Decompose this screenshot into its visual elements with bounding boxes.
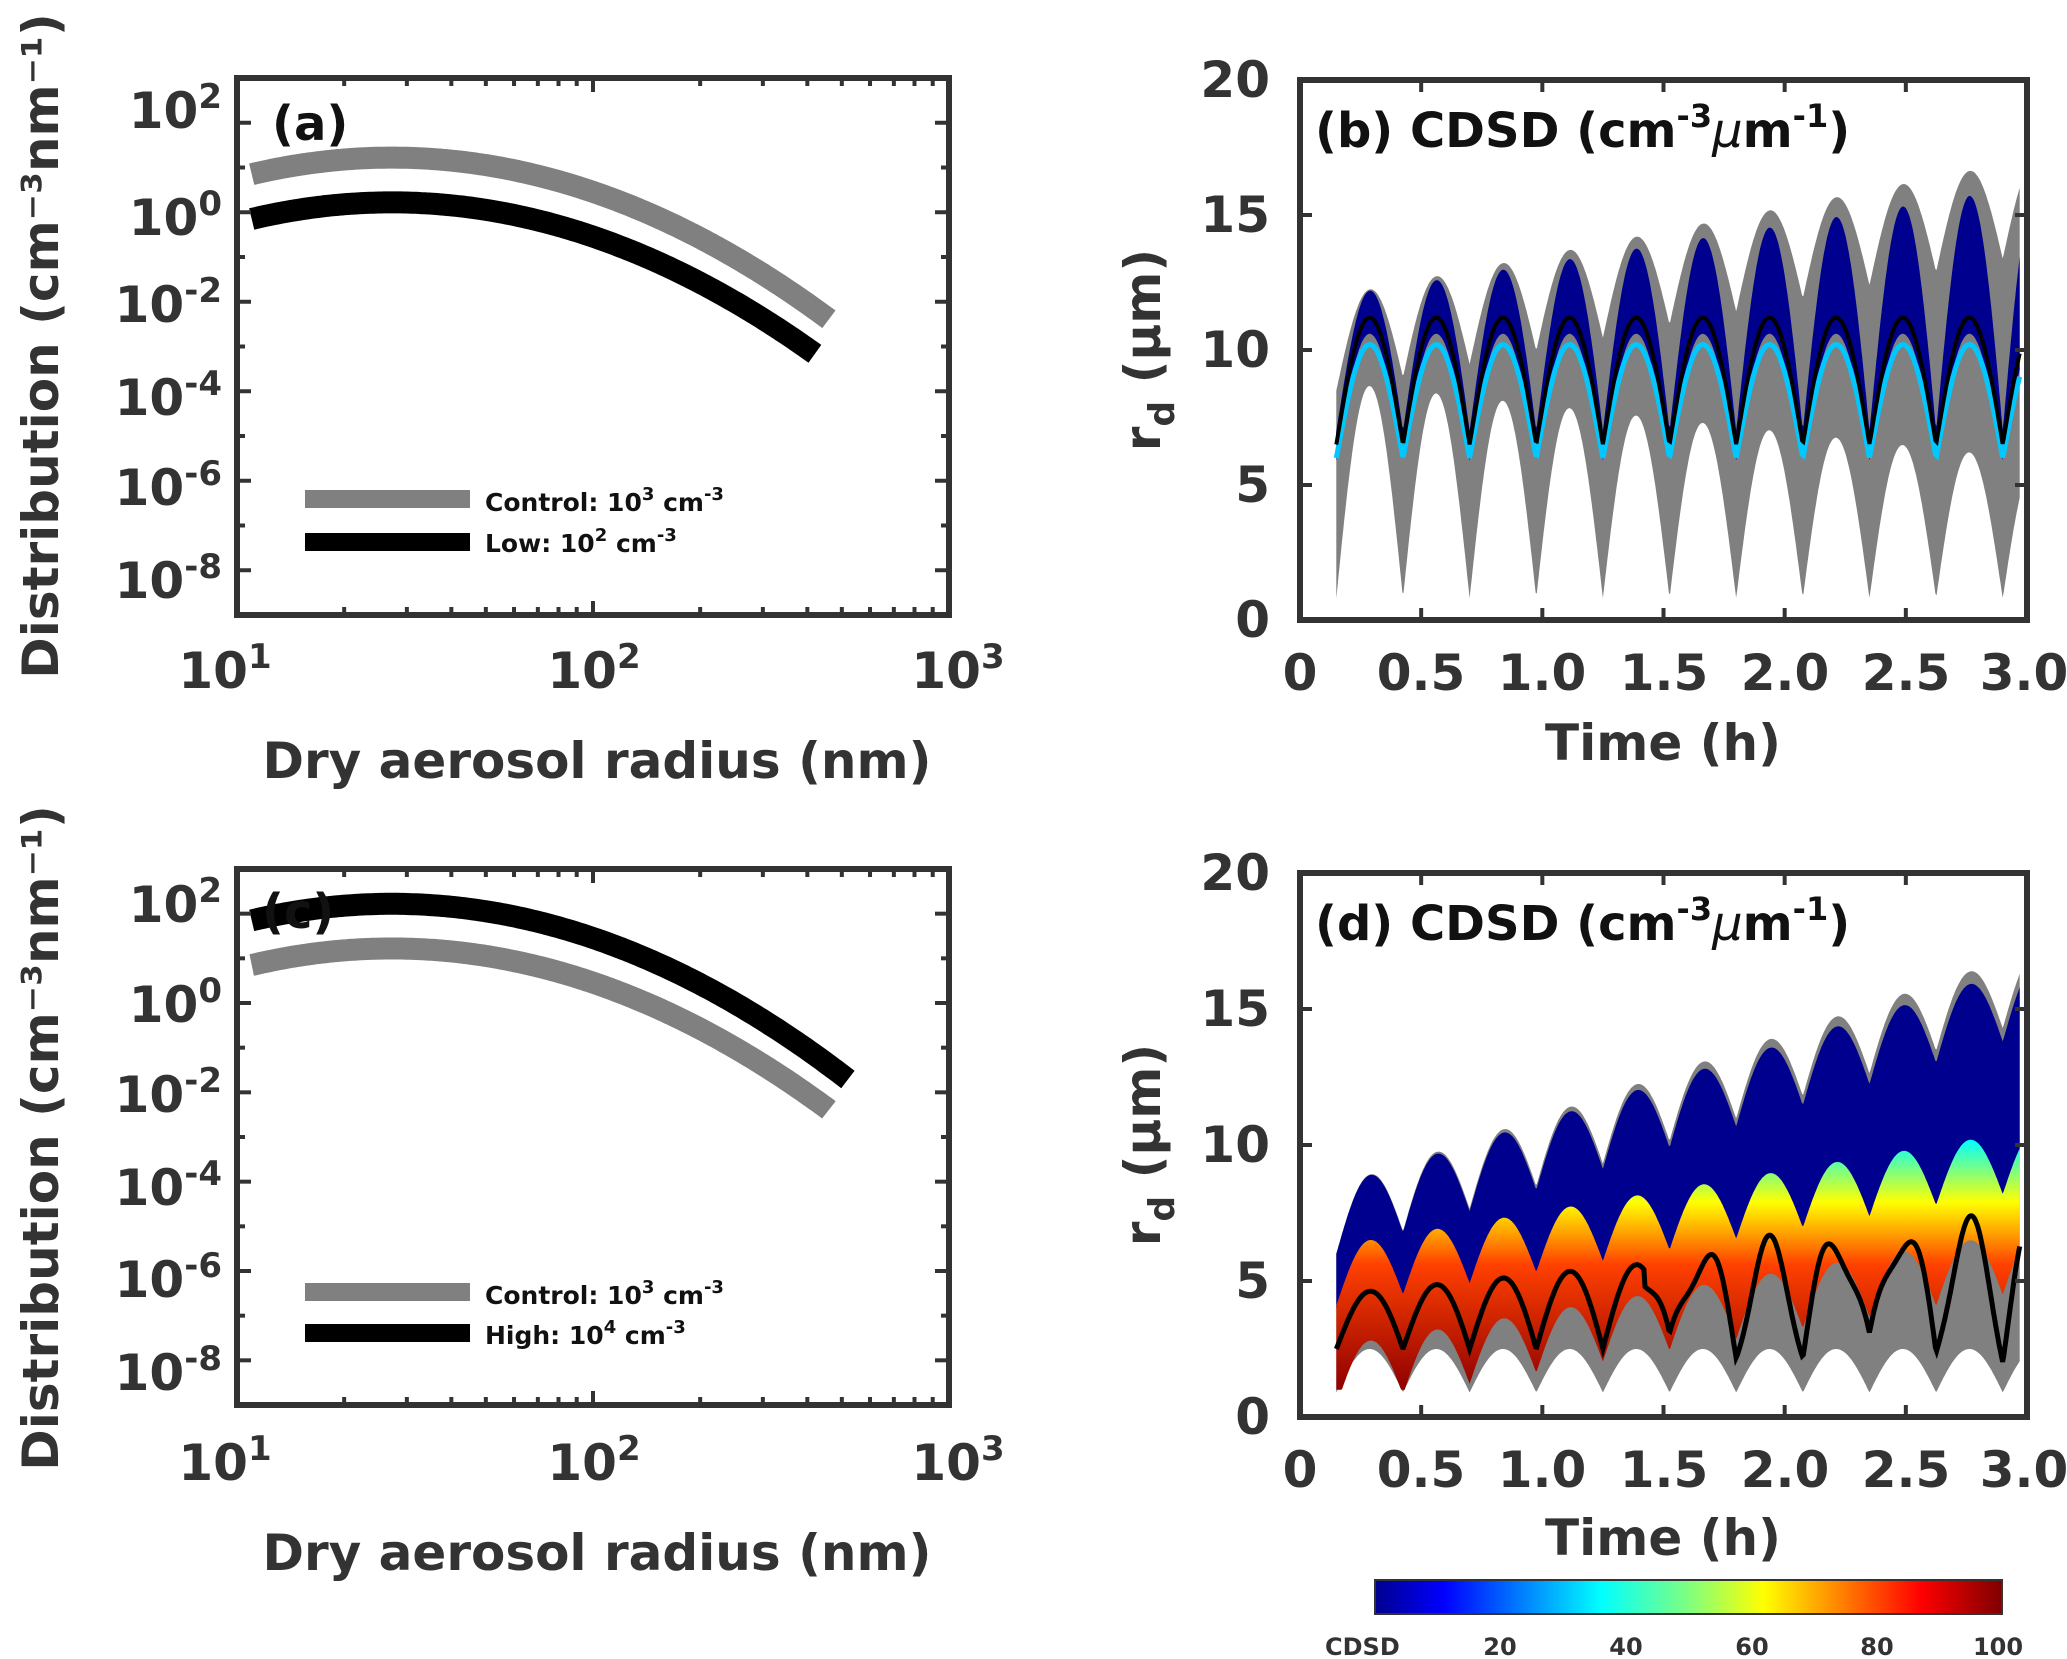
- panel-d-title: (d) CDSD (cm-3μm-1): [1315, 890, 1850, 952]
- panel-c-ticks: [235, 867, 949, 1407]
- legend-label-control: Control: 103 cm-3: [485, 1277, 724, 1310]
- xtick-label: 1.5: [1620, 1441, 1709, 1499]
- legend-swatch-high: [305, 1324, 470, 1342]
- legend-swatch-control: [305, 490, 470, 508]
- ytick-label: 10: [1200, 1116, 1270, 1174]
- xtick-label: 101: [178, 1429, 271, 1492]
- ytick-label: 10-2: [115, 271, 222, 334]
- ytick-label: 102: [129, 77, 222, 140]
- xtick-label: 0: [1283, 644, 1318, 702]
- x-axis-label: Dry aerosol radius (nm): [263, 732, 932, 790]
- xtick-label: 103: [911, 637, 1004, 700]
- y-axis-label: Distribution (cm⁻³nm⁻¹): [12, 805, 70, 1471]
- ytick-label: 100: [129, 184, 222, 247]
- curve-control: [249, 146, 836, 329]
- cdsd-ridge: [1336, 1139, 2020, 1390]
- colorbar-tick: 20: [1483, 1633, 1516, 1659]
- ytick-label: 10-8: [115, 1339, 222, 1402]
- xtick-label: 102: [547, 1429, 640, 1492]
- curve-control: [249, 937, 836, 1119]
- xtick-label: 2.5: [1862, 1441, 1951, 1499]
- panel-b: (b) CDSD (cm-3μm-1) 20 15 10 5 0 0 0.5 1…: [1114, 51, 2067, 772]
- ytick-label: 15: [1200, 186, 1270, 244]
- curve-low: [249, 191, 822, 363]
- legend-swatch-control: [305, 1283, 470, 1301]
- ytick-label: 0: [1235, 1388, 1270, 1446]
- panel-a: (a) 102 100 10-2 10-4 10-6 10-8 101 102 …: [12, 13, 1005, 790]
- cdsd-fill: [1336, 983, 2020, 1309]
- ytick-label: 20: [1200, 51, 1270, 109]
- ytick-label: 10-6: [115, 1246, 222, 1309]
- cdsd-ridge: [1333, 342, 2023, 461]
- ytick-label: 102: [129, 871, 222, 934]
- legend-label-high: High: 104 cm-3: [485, 1317, 686, 1350]
- xtick-label: 3.0: [1980, 1441, 2067, 1499]
- colorbar-label: CDSD: [1325, 1633, 1400, 1659]
- xtick-label: 3.0: [1980, 644, 2067, 702]
- xtick-label: 103: [911, 1429, 1004, 1492]
- legend-label-low: Low: 102 cm-3: [485, 525, 677, 558]
- ytick-label: 20: [1200, 844, 1270, 902]
- ytick-label: 100: [129, 971, 222, 1034]
- xtick-label: 1.0: [1498, 644, 1587, 702]
- panel-c: (c) 102 100 10-2 10-4 10-6 10-8 101 102 …: [12, 805, 1005, 1582]
- xtick-label: 102: [547, 637, 640, 700]
- x-axis-label: Dry aerosol radius (nm): [263, 1524, 932, 1582]
- cdsd-fill: [1336, 195, 2020, 461]
- ytick-label: 10-2: [115, 1061, 222, 1124]
- panel-d: (d) CDSD (cm-3μm-1) 20 15 10 5 0 0 0.5 1…: [1114, 844, 2067, 1567]
- ytick-label: 10-4: [115, 1154, 222, 1217]
- ytick-label: 15: [1200, 980, 1270, 1038]
- xtick-label: 0: [1283, 1441, 1318, 1499]
- ytick-label: 10-4: [115, 364, 222, 427]
- panel-a-title: (a): [272, 96, 348, 152]
- xtick-label: 2.0: [1741, 644, 1830, 702]
- ytick-label: 0: [1235, 591, 1270, 649]
- colorbar-tick: 40: [1609, 1633, 1642, 1659]
- x-axis-label: Time (h): [1545, 714, 1781, 772]
- ytick-label: 10: [1200, 321, 1270, 379]
- colorbar-gradient: [1374, 1579, 2003, 1615]
- xtick-label: 0.5: [1377, 644, 1466, 702]
- legend-label-control: Control: 103 cm-3: [485, 484, 724, 517]
- ytick-label: 5: [1235, 456, 1270, 514]
- mean-radius-line: [1334, 315, 2022, 447]
- xtick-label: 2.0: [1741, 1441, 1830, 1499]
- y-axis-label: rd (μm): [1114, 249, 1183, 451]
- panel-d-ticks: [1298, 871, 2029, 1419]
- panel-c-title: (c): [262, 884, 334, 940]
- colorbar-tick: 60: [1735, 1633, 1768, 1659]
- y-axis-label: rd (μm): [1114, 1044, 1183, 1246]
- ytick-label: 5: [1235, 1252, 1270, 1310]
- curve-high: [249, 892, 855, 1089]
- colorbar: CDSD 20 40 60 80 100: [1325, 1579, 2023, 1659]
- ytick-label: 10-6: [115, 454, 222, 517]
- xtick-label: 1.5: [1620, 644, 1709, 702]
- y-axis-label: Distribution (cm⁻³nm⁻¹): [12, 13, 70, 679]
- mean-radius-line: [1333, 1213, 2023, 1367]
- panel-b-ticks: [1298, 78, 2029, 622]
- xtick-label: 101: [178, 637, 271, 700]
- x-axis-label: Time (h): [1545, 1509, 1781, 1567]
- legend-swatch-low: [305, 533, 470, 551]
- colorbar-tick: 80: [1860, 1633, 1893, 1659]
- panel-a-ticks: [235, 76, 949, 617]
- ytick-label: 10-8: [115, 547, 222, 610]
- colorbar-tick: 100: [1973, 1633, 2023, 1659]
- panel-b-title: (b) CDSD (cm-3μm-1): [1315, 97, 1850, 159]
- xtick-label: 2.5: [1862, 644, 1951, 702]
- xtick-label: 0.5: [1377, 1441, 1466, 1499]
- xtick-label: 1.0: [1498, 1441, 1587, 1499]
